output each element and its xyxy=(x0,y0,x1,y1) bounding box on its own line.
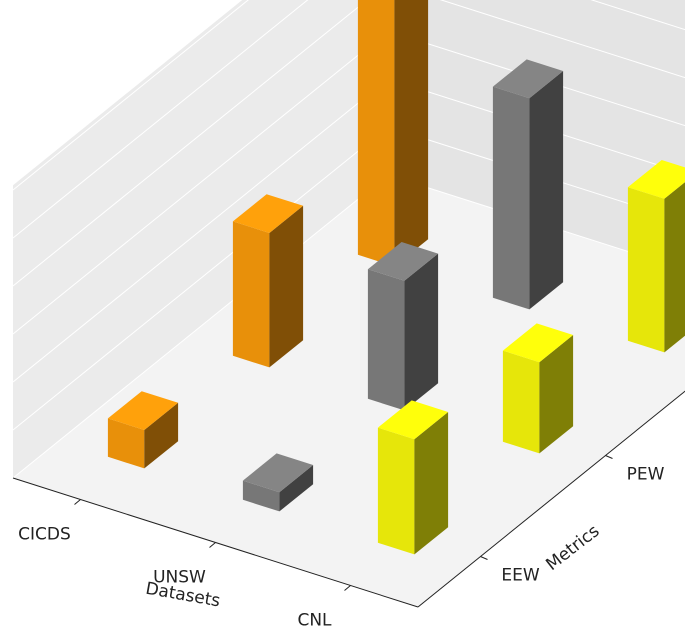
bar-face-side xyxy=(529,71,564,310)
bar-cicds-pegf xyxy=(357,0,429,267)
x-tick xyxy=(209,542,216,548)
bar-cnl-eew xyxy=(377,400,449,555)
bar-face-top xyxy=(502,323,574,363)
bar-face-front xyxy=(107,418,145,469)
bar-unsw-pegf xyxy=(492,59,564,310)
bar-face-top xyxy=(107,391,179,430)
bar-cicds-pew xyxy=(232,194,304,368)
bar-face-front xyxy=(357,0,395,267)
y-tick xyxy=(480,556,488,560)
grid-line xyxy=(12,0,685,287)
bar-face-side xyxy=(404,253,439,411)
x-tick-label: CNL xyxy=(297,611,332,631)
bar-face-side xyxy=(664,182,685,353)
left-back-pane xyxy=(13,0,388,478)
bar-cicds-eew xyxy=(107,391,179,469)
y-tick-label: EEW xyxy=(501,566,539,586)
bar-face-front xyxy=(232,221,270,368)
bar-face-top xyxy=(242,453,314,493)
bar-face-side xyxy=(269,205,304,368)
bar-face-side xyxy=(144,402,179,469)
y-tick xyxy=(605,455,613,459)
chart-panes xyxy=(12,0,685,607)
bar-face-side xyxy=(539,335,574,454)
bar-face-side xyxy=(279,465,314,512)
grid-line xyxy=(12,0,249,191)
x-tick-label: UNSW xyxy=(153,568,206,588)
x-tick xyxy=(344,585,351,591)
chart-bars xyxy=(107,0,685,555)
x-tick-label: CICDS xyxy=(18,525,71,545)
bar-face-front xyxy=(377,427,415,555)
bar-face-side xyxy=(394,0,429,267)
bar-face-side xyxy=(414,412,449,555)
bar-face-top xyxy=(377,400,449,440)
bar-face-top xyxy=(492,59,564,99)
chart-axes: CICDSUNSWCNLEEWPEWPEGF0.00.10.20.30.40.5… xyxy=(12,390,685,631)
bar-face-top xyxy=(367,242,439,281)
bar-face-top xyxy=(232,194,304,233)
bar-face-front xyxy=(492,86,530,310)
y-tick-label: PEW xyxy=(627,465,665,485)
bar-face-front xyxy=(242,480,280,512)
bar-unsw-eew xyxy=(242,453,314,512)
bar-face-front xyxy=(627,187,665,353)
x-tick xyxy=(74,499,81,505)
bar-face-top xyxy=(627,160,685,199)
grid-line xyxy=(12,0,685,239)
bar-face-front xyxy=(502,350,540,454)
bar-face-front xyxy=(367,269,405,411)
bar-cnl-pegf xyxy=(627,160,685,353)
y-axis-label: Metrics xyxy=(542,521,603,575)
bar-cnl-pew xyxy=(502,323,574,454)
bar-unsw-pew xyxy=(367,242,439,411)
